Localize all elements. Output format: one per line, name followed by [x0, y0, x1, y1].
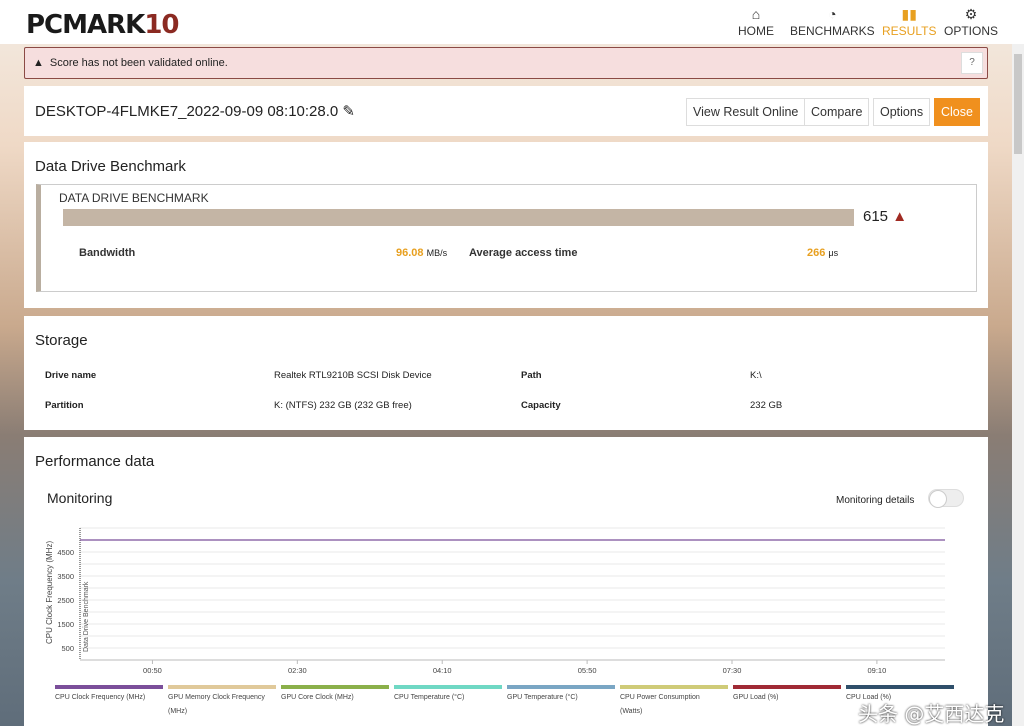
section-title: Storage	[35, 332, 88, 349]
unit: μs	[828, 248, 839, 258]
benchmark-card: DATA DRIVE BENCHMARK 615 ▲ Bandwidth 96.…	[36, 184, 977, 292]
legend-label: CPU Load (%)	[846, 694, 891, 701]
gauge-icon: ◔	[828, 6, 837, 22]
monitoring-details-toggle[interactable]	[928, 489, 964, 508]
edit-icon[interactable]: ✎	[342, 103, 355, 120]
capacity-value: 232 GB	[750, 400, 783, 411]
storage-section: Storage Drive name Realtek RTL9210B SCSI…	[24, 316, 988, 430]
score: 615 ▲	[863, 208, 907, 225]
monitoring-details-label: Monitoring details	[836, 495, 915, 506]
access-number: 266	[807, 247, 826, 259]
y-tick-label: 3500	[57, 572, 74, 581]
y-tick-label: 2500	[57, 596, 74, 605]
nav-label: RESULTS	[882, 24, 937, 38]
drive-name-label: Drive name	[45, 370, 97, 381]
legend-swatch	[620, 685, 728, 689]
access-time-label: Average access time	[469, 247, 578, 259]
x-tick-label: 04:10	[433, 666, 452, 675]
legend-swatch	[394, 685, 502, 689]
result-header: DESKTOP-4FLMKE7_2022-09-09 08:10:28.0 ✎ …	[24, 86, 988, 136]
x-tick-label: 07:30	[723, 666, 742, 675]
nav-benchmarks[interactable]: ◔ BENCHMARKS	[790, 4, 875, 38]
nav-home[interactable]: ⌂ HOME	[738, 4, 774, 38]
pcmark-logo: PCMARK10	[26, 10, 180, 40]
help-button[interactable]: ?	[961, 52, 983, 74]
benchmark-marker-label: Data Drive Benchmark	[83, 581, 90, 652]
y-tick-label: 4500	[57, 548, 74, 557]
compare-button[interactable]: Compare	[804, 98, 870, 126]
y-tick-label: 500	[61, 644, 74, 653]
path-label: Path	[521, 370, 542, 381]
x-tick-label: 09:10	[868, 666, 887, 675]
section-title: Performance data	[35, 453, 155, 470]
result-name-text: DESKTOP-4FLMKE7_2022-09-09 08:10:28.0	[35, 103, 339, 120]
score-bar	[63, 209, 855, 226]
x-tick-label: 00:50	[143, 666, 162, 675]
legend-swatch	[846, 685, 954, 689]
x-tick-label: 02:30	[288, 666, 307, 675]
legend-swatch	[55, 685, 163, 689]
unit: MB/s	[426, 248, 448, 258]
legend-swatch	[168, 685, 276, 689]
nav-label: HOME	[738, 24, 774, 38]
warning-icon: ▲	[892, 208, 908, 225]
section-title: Data Drive Benchmark	[35, 158, 186, 175]
partition-value: K: (NTFS) 232 GB (232 GB free)	[274, 400, 412, 411]
bandwidth-number: 96.08	[396, 247, 424, 259]
bar-chart-icon: ▮▮	[901, 6, 917, 22]
score-value: 615	[863, 208, 889, 225]
home-icon: ⌂	[751, 6, 761, 22]
path-value: K:\	[750, 370, 762, 381]
validation-alert: ▲ Score has not been validated online. ?	[24, 47, 988, 79]
legend-label: GPU Temperature (°C)	[507, 693, 578, 701]
legend-swatch	[281, 685, 389, 689]
drive-name-value: Realtek RTL9210B SCSI Disk Device	[274, 370, 432, 381]
access-time-value: 266 μs	[807, 247, 838, 259]
scrollbar[interactable]	[1012, 44, 1024, 726]
legend-label: CPU Power Consumption (Watts)	[620, 694, 700, 715]
performance-section: Performance data Monitoring Monitoring d…	[24, 437, 988, 726]
result-name: DESKTOP-4FLMKE7_2022-09-09 08:10:28.0 ✎	[35, 102, 355, 120]
bandwidth-value: 96.08 MB/s	[396, 247, 447, 259]
view-result-online-button[interactable]: View Result Online	[686, 98, 806, 126]
y-axis-label: CPU Clock Frequency (MHz)	[45, 541, 54, 644]
logo-number: 10	[144, 10, 179, 40]
nav-options[interactable]: ⚙ OPTIONS	[944, 4, 998, 38]
partition-label: Partition	[45, 400, 84, 411]
legend-label: GPU Memory Clock Frequency (MHz)	[168, 694, 265, 715]
legend-label: GPU Core Clock (MHz)	[281, 694, 354, 701]
nav-results[interactable]: ▮▮ RESULTS	[882, 4, 936, 38]
benchmark-section: Data Drive Benchmark DATA DRIVE BENCHMAR…	[24, 142, 988, 308]
capacity-label: Capacity	[521, 400, 561, 411]
nav-label: BENCHMARKS	[790, 24, 875, 38]
legend-label: GPU Load (%)	[733, 694, 779, 701]
top-bar: PCMARK10 ⌂ HOME ◔ BENCHMARKS ▮▮ RESULTS ⚙ OP…	[0, 0, 1024, 44]
y-tick-label: 1500	[57, 620, 74, 629]
close-button[interactable]: Close	[934, 98, 980, 126]
x-tick-label: 05:50	[578, 666, 597, 675]
options-button[interactable]: Options	[873, 98, 931, 126]
bandwidth-label: Bandwidth	[79, 247, 136, 259]
gear-icon: ⚙	[964, 6, 978, 22]
legend-label: CPU Temperature (°C)	[394, 693, 464, 701]
monitoring-title: Monitoring	[47, 490, 113, 506]
watermark: 头条 @艾西达克	[858, 702, 1005, 726]
nav-label: OPTIONS	[944, 24, 999, 38]
legend-label: CPU Clock Frequency (MHz)	[55, 694, 145, 701]
legend-swatch	[733, 685, 841, 689]
legend-swatch	[507, 685, 615, 689]
logo-text: PCMARK	[26, 10, 145, 40]
warning-icon: ▲	[33, 57, 44, 69]
benchmark-name: DATA DRIVE BENCHMARK	[59, 191, 209, 205]
scrollbar-thumb[interactable]	[1014, 54, 1022, 154]
alert-text: Score has not been validated online.	[49, 57, 228, 69]
